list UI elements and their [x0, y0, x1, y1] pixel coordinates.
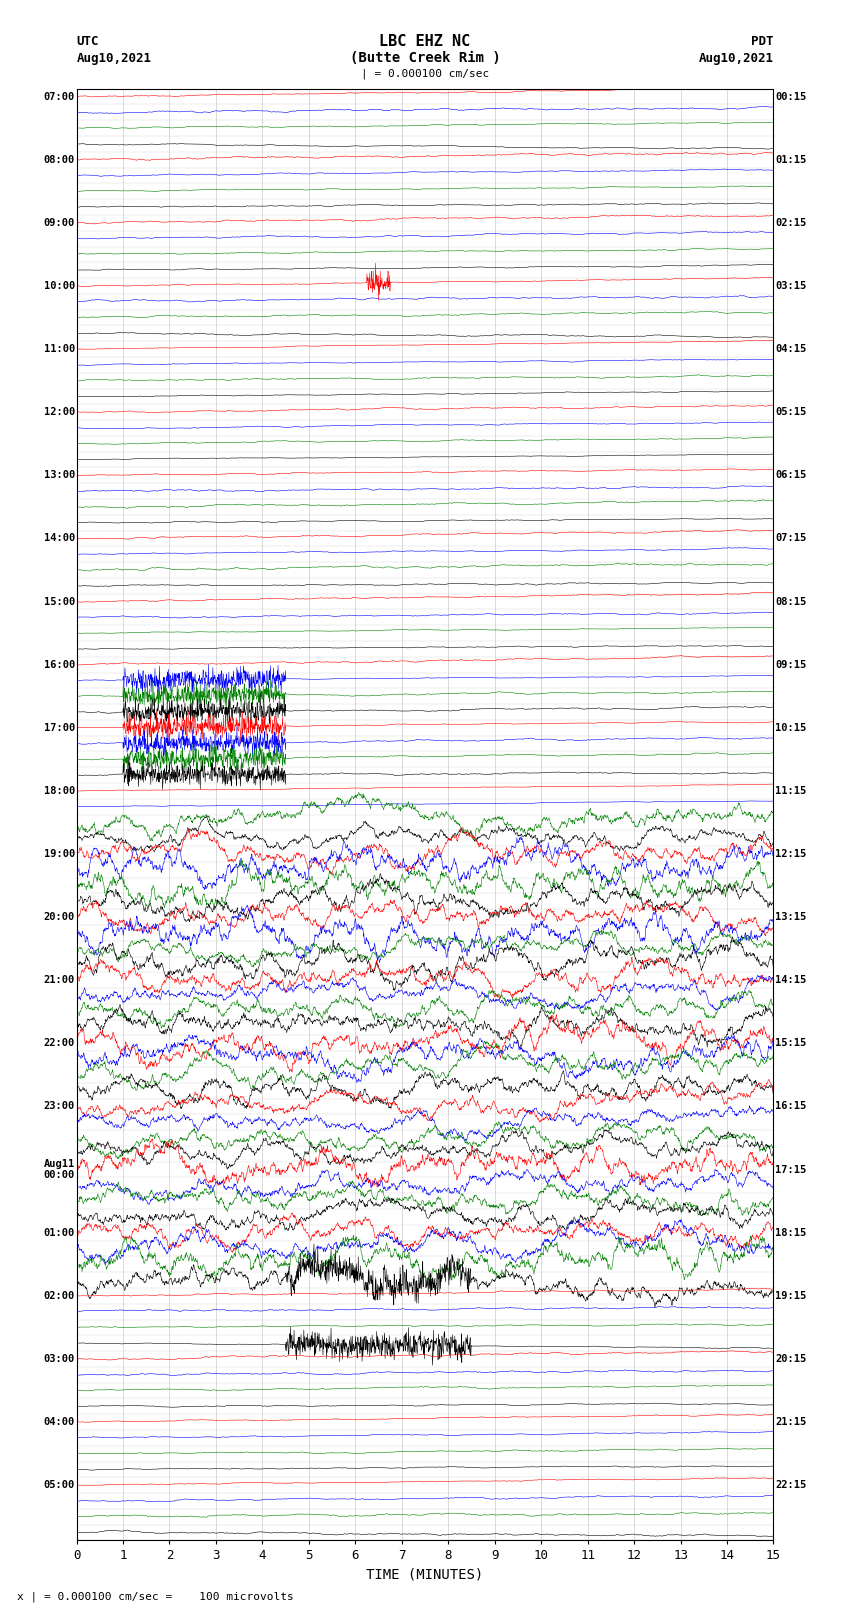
- Text: 07:00: 07:00: [43, 92, 75, 102]
- Text: 09:15: 09:15: [775, 660, 807, 669]
- Text: 15:15: 15:15: [775, 1039, 807, 1048]
- Text: 04:15: 04:15: [775, 344, 807, 355]
- Text: PDT: PDT: [751, 35, 774, 48]
- Text: 10:15: 10:15: [775, 723, 807, 732]
- Text: 22:00: 22:00: [43, 1039, 75, 1048]
- Text: 13:15: 13:15: [775, 911, 807, 923]
- Text: 19:15: 19:15: [775, 1290, 807, 1300]
- Text: 05:15: 05:15: [775, 406, 807, 418]
- Text: UTC: UTC: [76, 35, 99, 48]
- Text: Aug11
00:00: Aug11 00:00: [43, 1158, 75, 1181]
- Text: 08:15: 08:15: [775, 597, 807, 606]
- Text: LBC EHZ NC: LBC EHZ NC: [379, 34, 471, 50]
- Text: 22:15: 22:15: [775, 1481, 807, 1490]
- Text: 04:00: 04:00: [43, 1418, 75, 1428]
- X-axis label: TIME (MINUTES): TIME (MINUTES): [366, 1568, 484, 1582]
- Text: 06:15: 06:15: [775, 471, 807, 481]
- Text: 05:00: 05:00: [43, 1481, 75, 1490]
- Text: x | = 0.000100 cm/sec =    100 microvolts: x | = 0.000100 cm/sec = 100 microvolts: [17, 1592, 294, 1602]
- Text: 16:00: 16:00: [43, 660, 75, 669]
- Text: 13:00: 13:00: [43, 471, 75, 481]
- Text: Aug10,2021: Aug10,2021: [76, 52, 151, 65]
- Text: 14:15: 14:15: [775, 976, 807, 986]
- Text: 02:15: 02:15: [775, 218, 807, 227]
- Text: 08:00: 08:00: [43, 155, 75, 165]
- Text: 18:15: 18:15: [775, 1227, 807, 1237]
- Text: 12:00: 12:00: [43, 406, 75, 418]
- Text: 11:15: 11:15: [775, 786, 807, 795]
- Text: 17:15: 17:15: [775, 1165, 807, 1174]
- Text: (Butte Creek Rim ): (Butte Creek Rim ): [349, 52, 501, 65]
- Text: 10:00: 10:00: [43, 281, 75, 290]
- Text: 18:00: 18:00: [43, 786, 75, 795]
- Text: 19:00: 19:00: [43, 848, 75, 860]
- Text: 16:15: 16:15: [775, 1102, 807, 1111]
- Text: 21:00: 21:00: [43, 976, 75, 986]
- Text: | = 0.000100 cm/sec: | = 0.000100 cm/sec: [361, 69, 489, 79]
- Text: 02:00: 02:00: [43, 1290, 75, 1300]
- Text: 07:15: 07:15: [775, 534, 807, 544]
- Text: 01:15: 01:15: [775, 155, 807, 165]
- Text: 23:00: 23:00: [43, 1102, 75, 1111]
- Text: 01:00: 01:00: [43, 1227, 75, 1237]
- Text: 00:15: 00:15: [775, 92, 807, 102]
- Text: 17:00: 17:00: [43, 723, 75, 732]
- Text: 20:15: 20:15: [775, 1353, 807, 1365]
- Text: 09:00: 09:00: [43, 218, 75, 227]
- Text: 03:15: 03:15: [775, 281, 807, 290]
- Text: 20:00: 20:00: [43, 911, 75, 923]
- Text: 14:00: 14:00: [43, 534, 75, 544]
- Text: 12:15: 12:15: [775, 848, 807, 860]
- Text: 21:15: 21:15: [775, 1418, 807, 1428]
- Text: 03:00: 03:00: [43, 1353, 75, 1365]
- Text: 11:00: 11:00: [43, 344, 75, 355]
- Text: Aug10,2021: Aug10,2021: [699, 52, 774, 65]
- Text: 15:00: 15:00: [43, 597, 75, 606]
